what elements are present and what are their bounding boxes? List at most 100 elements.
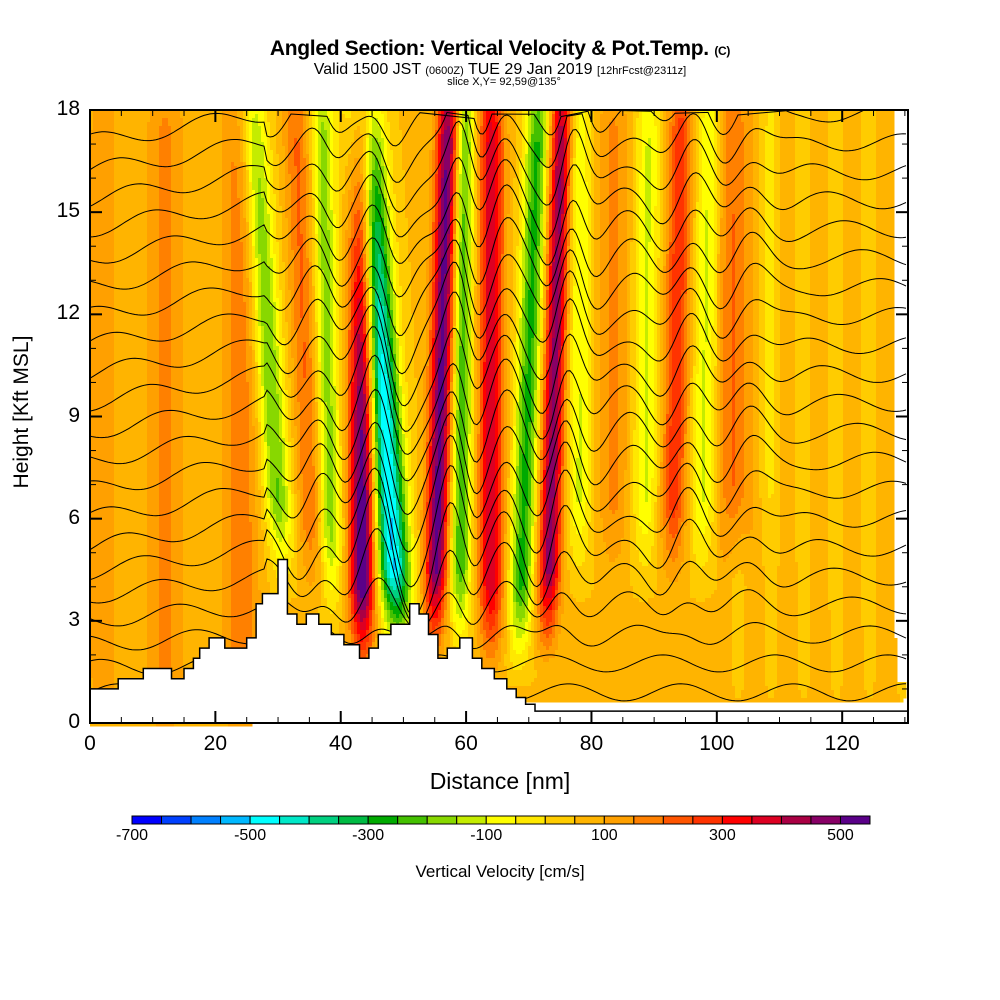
velocity-cell	[258, 214, 265, 219]
velocity-cell	[456, 162, 460, 167]
velocity-cell	[696, 230, 700, 235]
velocity-cell	[660, 170, 664, 175]
velocity-cell	[810, 150, 829, 155]
velocity-cell	[768, 118, 775, 123]
velocity-cell	[714, 158, 718, 163]
velocity-cell	[447, 230, 451, 235]
velocity-cell	[861, 114, 877, 119]
velocity-cell	[573, 202, 577, 207]
velocity-cell	[639, 258, 646, 263]
velocity-cell	[519, 174, 523, 179]
velocity-cell	[645, 254, 649, 259]
velocity-cell	[438, 246, 442, 251]
velocity-cell	[354, 158, 361, 163]
velocity-cell	[468, 194, 472, 199]
velocity-cell	[513, 238, 520, 243]
velocity-cell	[369, 154, 373, 159]
velocity-cell	[759, 194, 766, 199]
velocity-cell	[147, 154, 160, 159]
velocity-cell	[561, 186, 565, 191]
velocity-cell	[393, 154, 403, 159]
velocity-cell	[753, 206, 760, 211]
velocity-cell	[723, 214, 727, 219]
velocity-cell	[261, 178, 268, 183]
velocity-cell	[594, 226, 601, 231]
velocity-cell	[501, 242, 505, 247]
velocity-cell	[318, 194, 322, 199]
velocity-cell	[363, 226, 367, 231]
velocity-cell	[687, 162, 691, 167]
velocity-cell	[114, 134, 148, 139]
velocity-cell	[339, 134, 355, 139]
velocity-cell	[312, 150, 316, 155]
velocity-cell	[609, 210, 619, 215]
velocity-cell	[663, 122, 667, 127]
velocity-cell	[651, 146, 658, 151]
velocity-cell	[702, 198, 715, 203]
velocity-cell	[753, 118, 760, 123]
velocity-cell	[633, 130, 637, 135]
velocity-cell	[285, 158, 289, 163]
velocity-cell	[384, 210, 388, 215]
velocity-cell	[486, 134, 490, 139]
velocity-cell	[843, 138, 862, 143]
velocity-cell	[282, 250, 289, 255]
velocity-cell	[531, 158, 535, 163]
velocity-cell	[405, 170, 430, 175]
velocity-cell	[567, 206, 571, 211]
velocity-cell	[753, 186, 760, 191]
velocity-cell	[330, 258, 334, 263]
velocity-cell	[690, 186, 694, 191]
velocity-cell	[741, 114, 754, 119]
velocity-cell	[525, 194, 529, 199]
velocity-cell	[519, 178, 523, 183]
velocity-cell	[549, 214, 553, 219]
velocity-cell	[363, 206, 367, 211]
velocity-cell	[720, 134, 724, 139]
velocity-cell	[759, 202, 766, 207]
velocity-cell	[507, 110, 517, 115]
velocity-cell	[528, 146, 532, 151]
velocity-cell	[498, 230, 502, 235]
velocity-cell	[657, 202, 661, 207]
velocity-cell	[471, 222, 475, 227]
velocity-cell	[450, 198, 454, 203]
velocity-cell	[243, 198, 247, 203]
velocity-cell	[270, 238, 274, 243]
velocity-cell	[531, 178, 535, 183]
velocity-cell	[264, 122, 271, 127]
velocity-cell	[744, 230, 754, 235]
velocity-cell	[297, 186, 301, 191]
velocity-cell	[90, 174, 115, 179]
velocity-cell	[246, 114, 250, 119]
velocity-cell	[357, 126, 361, 131]
velocity-cell	[489, 126, 493, 131]
velocity-cell	[222, 126, 241, 131]
velocity-cell	[378, 122, 385, 127]
velocity-cell	[540, 234, 544, 239]
velocity-cell	[828, 166, 844, 171]
velocity-cell	[651, 198, 658, 203]
velocity-cell	[147, 122, 163, 127]
velocity-cell	[480, 154, 484, 159]
velocity-cell	[534, 178, 538, 183]
velocity-cell	[522, 194, 526, 199]
velocity-cell	[726, 110, 742, 115]
velocity-cell	[369, 138, 373, 143]
velocity-cell	[540, 150, 544, 155]
velocity-cell	[462, 238, 466, 243]
velocity-cell	[372, 230, 376, 235]
velocity-cell	[660, 174, 664, 179]
velocity-cell	[561, 254, 565, 259]
velocity-cell	[642, 130, 658, 135]
velocity-cell	[273, 190, 280, 195]
velocity-cell	[795, 242, 811, 247]
velocity-cell	[522, 130, 526, 135]
velocity-cell	[243, 214, 247, 219]
velocity-cell	[480, 222, 484, 227]
velocity-cell	[114, 178, 148, 183]
velocity-cell	[522, 178, 526, 183]
velocity-cell	[576, 230, 589, 235]
velocity-cell	[444, 206, 448, 211]
velocity-cell	[735, 218, 745, 223]
